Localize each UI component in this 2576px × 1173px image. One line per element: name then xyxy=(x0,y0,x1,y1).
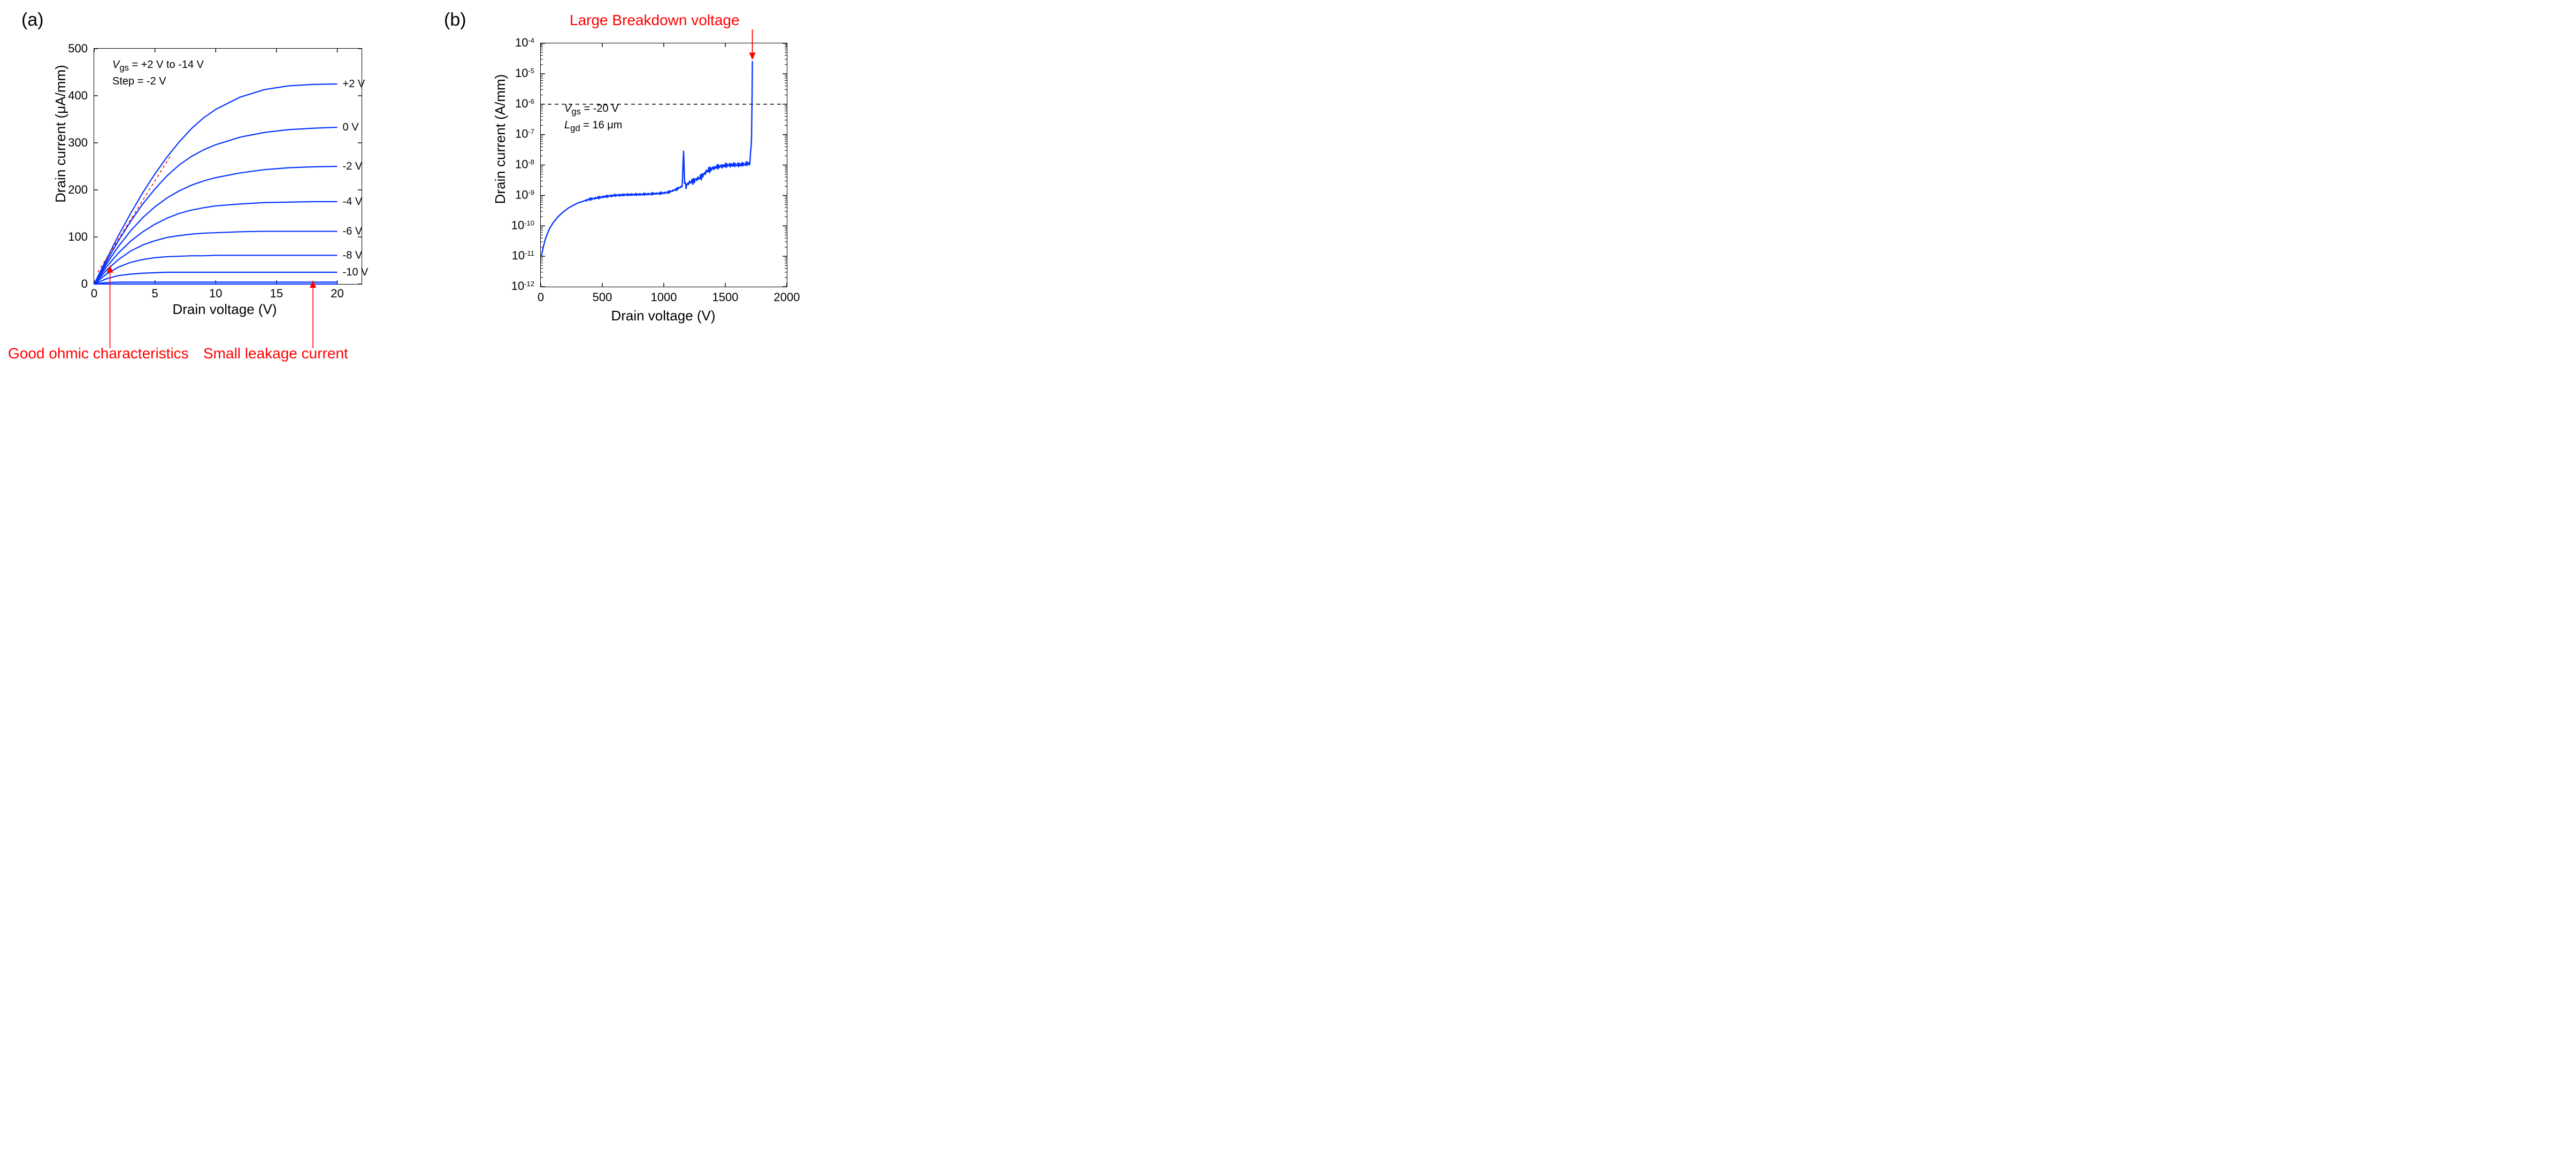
svg-text:15: 15 xyxy=(270,287,283,300)
svg-text:500: 500 xyxy=(68,42,88,55)
svg-text:10-6: 10-6 xyxy=(515,97,534,110)
chart-b-caption: Vgs = -20 V Lgd = 16 μm xyxy=(564,102,622,134)
svg-text:0 V: 0 V xyxy=(343,121,359,133)
chart-b-svg: 050010001500200010-1210-1110-1010-910-81… xyxy=(541,43,787,287)
svg-text:1000: 1000 xyxy=(651,290,677,304)
svg-text:2000: 2000 xyxy=(774,290,800,304)
svg-text:-8 V: -8 V xyxy=(343,249,363,261)
chart-b-ylabel: Drain current (A/mm) xyxy=(492,48,509,230)
svg-text:+2 V: +2 V xyxy=(343,78,365,90)
svg-text:10-5: 10-5 xyxy=(515,66,534,80)
svg-text:400: 400 xyxy=(68,89,88,102)
svg-text:0: 0 xyxy=(81,277,88,290)
figure: (a) (b) 051015200100200300400500+2 V0 V-… xyxy=(0,0,818,374)
svg-text:10-7: 10-7 xyxy=(515,127,534,141)
panel-b-label: (b) xyxy=(444,10,466,30)
svg-text:300: 300 xyxy=(68,136,88,149)
svg-text:200: 200 xyxy=(68,183,88,196)
chart-b-xlabel: Drain voltage (V) xyxy=(604,308,722,324)
svg-text:10-9: 10-9 xyxy=(515,188,534,201)
annotation-leakage: Small leakage current xyxy=(203,345,348,362)
svg-text:0: 0 xyxy=(538,290,544,304)
panel-a-label: (a) xyxy=(21,10,44,30)
svg-text:1500: 1500 xyxy=(712,290,739,304)
chart-a-ylabel: Drain current (μA/mm) xyxy=(52,32,69,235)
svg-text:20: 20 xyxy=(331,287,343,300)
chart-a-caption: Vgs = +2 V to -14 V Step = -2 V xyxy=(112,58,204,89)
svg-text:10-12: 10-12 xyxy=(511,279,534,293)
svg-text:-2 V: -2 V xyxy=(343,160,363,172)
annotation-breakdown: Large Breakdown voltage xyxy=(570,12,740,29)
svg-text:-4 V: -4 V xyxy=(343,196,363,208)
chart-b-plot-area: 050010001500200010-1210-1110-1010-910-81… xyxy=(540,43,787,287)
svg-text:10-8: 10-8 xyxy=(515,158,534,171)
svg-text:500: 500 xyxy=(593,290,612,304)
svg-text:-6 V: -6 V xyxy=(343,225,363,237)
svg-text:0: 0 xyxy=(91,287,97,300)
annotation-ohmic: Good ohmic characteristics xyxy=(8,345,189,362)
chart-a-xlabel: Drain voltage (V) xyxy=(155,301,294,318)
svg-text:5: 5 xyxy=(152,287,158,300)
svg-text:-10 V: -10 V xyxy=(343,266,369,278)
svg-text:10-10: 10-10 xyxy=(511,218,534,232)
svg-text:10: 10 xyxy=(209,287,222,300)
svg-text:10-11: 10-11 xyxy=(512,249,534,262)
svg-text:10-4: 10-4 xyxy=(515,36,534,49)
svg-text:100: 100 xyxy=(68,230,88,243)
